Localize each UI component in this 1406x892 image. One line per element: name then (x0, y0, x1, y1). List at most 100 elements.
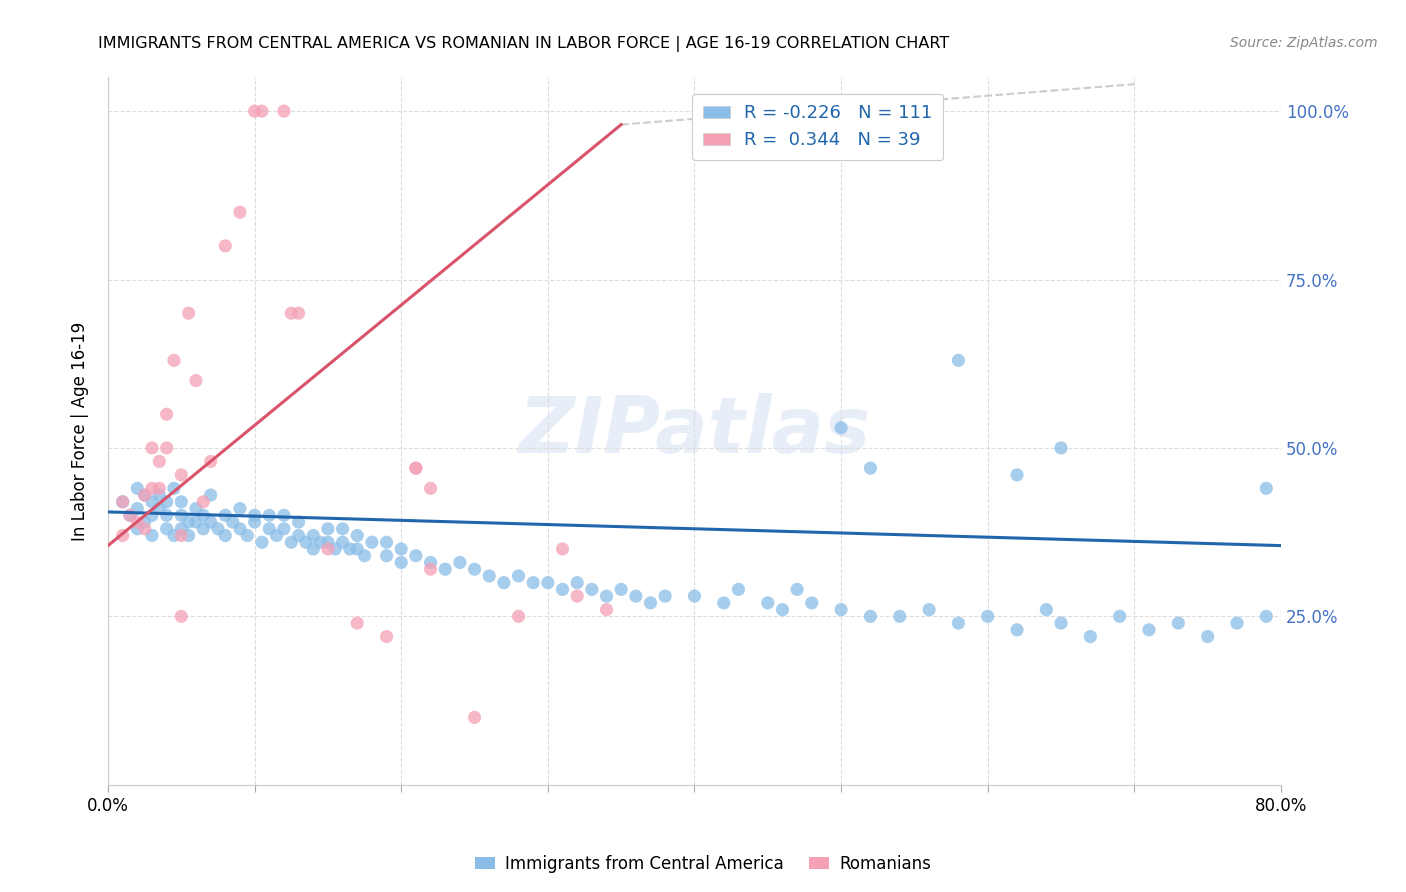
Point (683, 589, 706, 603)
Point (309, 535, 332, 549)
Point (1078, 630, 1101, 644)
Point (193, 508, 215, 523)
Point (405, 461, 427, 475)
Point (567, 575, 589, 590)
Point (163, 481, 186, 495)
Point (163, 353, 186, 368)
Point (214, 508, 236, 523)
Point (567, 589, 589, 603)
Point (346, 541, 368, 556)
Point (193, 522, 215, 536)
Point (405, 461, 427, 475)
Point (449, 556, 471, 570)
Point (346, 528, 368, 542)
Text: Source: ZipAtlas.com: Source: ZipAtlas.com (1230, 36, 1378, 50)
Point (727, 582, 749, 597)
Point (464, 562, 486, 576)
Point (302, 541, 325, 556)
Point (214, 239, 236, 253)
Point (229, 501, 252, 516)
Point (419, 562, 441, 576)
Point (640, 596, 662, 610)
Point (610, 582, 633, 597)
Point (492, 575, 515, 590)
Point (163, 528, 186, 542)
Point (287, 528, 309, 542)
Point (287, 306, 309, 320)
Point (236, 528, 259, 542)
Point (127, 522, 149, 536)
Point (250, 535, 273, 549)
Point (522, 575, 544, 590)
Point (786, 582, 808, 597)
Point (551, 541, 574, 556)
Point (375, 535, 398, 549)
Legend: Immigrants from Central America, Romanians: Immigrants from Central America, Romania… (468, 848, 938, 880)
Point (361, 535, 384, 549)
Y-axis label: In Labor Force | Age 16-19: In Labor Force | Age 16-19 (72, 321, 89, 541)
Point (259, 522, 281, 536)
Point (595, 602, 617, 616)
Point (148, 454, 170, 468)
Point (127, 501, 149, 516)
Point (419, 556, 441, 570)
Point (1005, 623, 1028, 637)
Point (1167, 616, 1189, 631)
Point (134, 522, 156, 536)
Point (273, 522, 295, 536)
Point (624, 589, 647, 603)
Point (537, 575, 560, 590)
Point (316, 535, 339, 549)
Point (170, 522, 193, 536)
Point (859, 461, 882, 475)
Point (1226, 616, 1249, 631)
Point (1005, 467, 1028, 482)
Point (170, 528, 193, 542)
Point (332, 535, 354, 549)
Point (508, 609, 530, 624)
Point (266, 528, 288, 542)
Point (148, 501, 170, 516)
Point (918, 602, 941, 616)
Point (280, 306, 302, 320)
Point (295, 535, 318, 549)
Point (177, 306, 200, 320)
Point (595, 589, 617, 603)
Point (1050, 441, 1073, 455)
Point (375, 630, 398, 644)
Point (1137, 623, 1160, 637)
Point (156, 407, 179, 421)
Point (1050, 616, 1073, 631)
Point (1108, 609, 1130, 624)
Point (323, 541, 346, 556)
Point (148, 481, 170, 495)
Point (464, 710, 486, 724)
Point (375, 549, 398, 563)
Point (756, 596, 779, 610)
Point (111, 528, 134, 542)
Point (339, 541, 361, 556)
Point (156, 508, 179, 523)
Point (184, 374, 207, 388)
Point (332, 522, 354, 536)
Point (1197, 630, 1219, 644)
Point (859, 609, 882, 624)
Point (830, 602, 852, 616)
Point (772, 602, 794, 616)
Point (177, 528, 200, 542)
Point (148, 488, 170, 502)
Point (118, 508, 141, 523)
Point (111, 495, 134, 509)
Point (134, 515, 156, 529)
Point (389, 541, 412, 556)
Point (654, 589, 676, 603)
Point (302, 528, 325, 542)
Point (581, 582, 603, 597)
Point (508, 569, 530, 583)
Point (141, 508, 163, 523)
Point (353, 549, 375, 563)
Point (184, 501, 207, 516)
Point (200, 515, 222, 529)
Point (170, 495, 193, 509)
Point (551, 582, 574, 597)
